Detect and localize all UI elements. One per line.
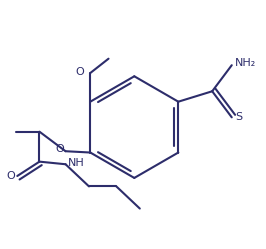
- Text: O: O: [75, 67, 84, 77]
- Text: NH: NH: [68, 158, 84, 168]
- Text: NH₂: NH₂: [235, 58, 256, 67]
- Text: O: O: [56, 144, 64, 154]
- Text: S: S: [235, 112, 242, 122]
- Text: O: O: [6, 171, 15, 181]
